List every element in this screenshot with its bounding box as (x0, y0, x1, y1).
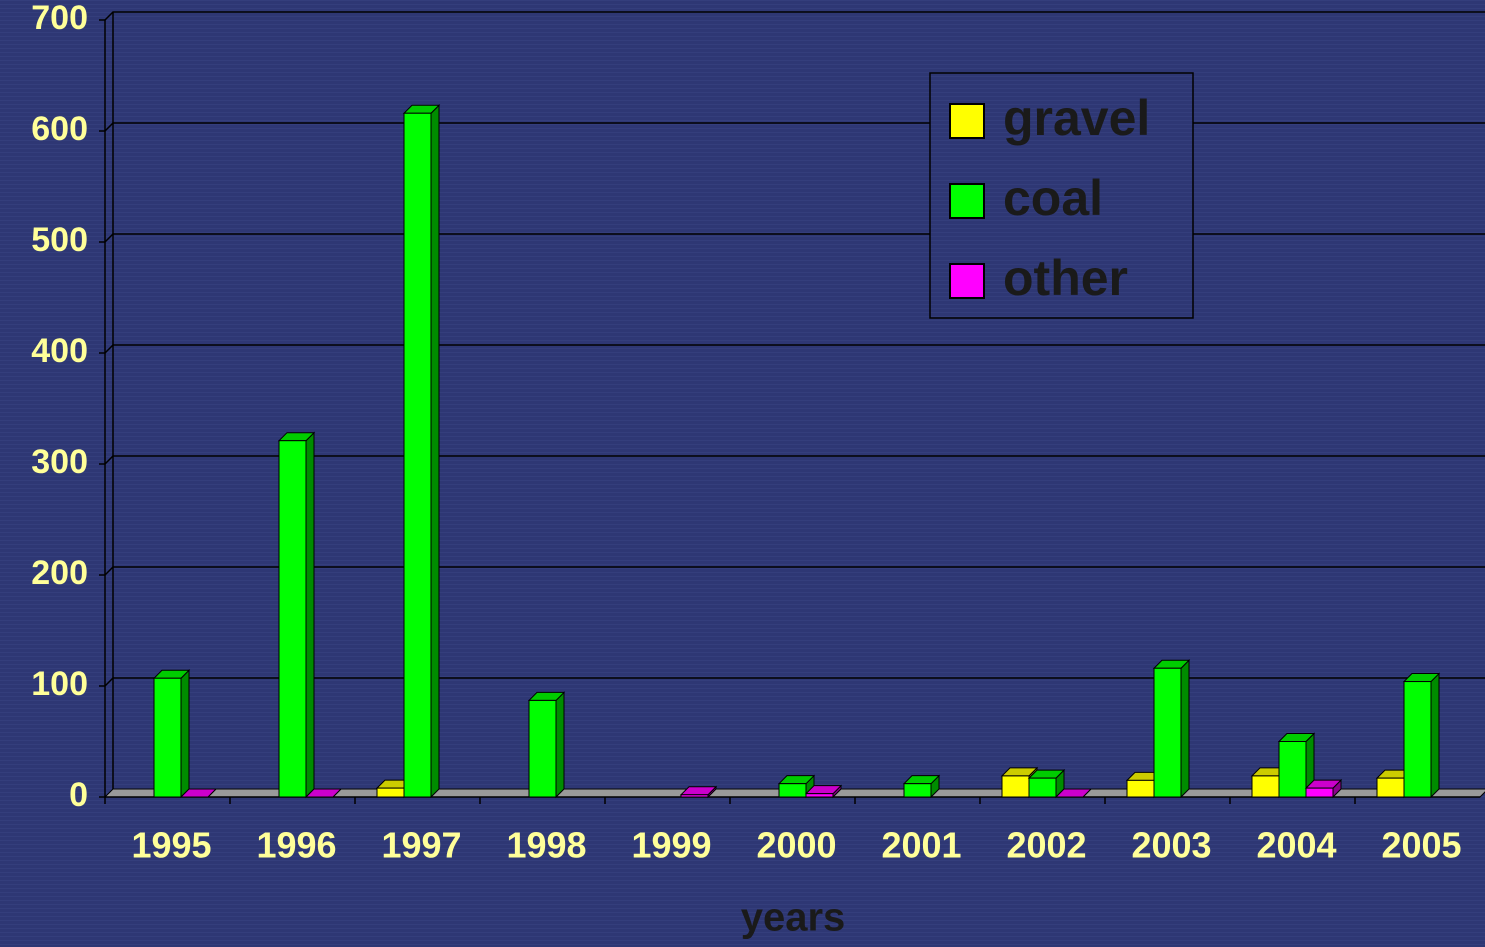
bar-front (279, 441, 306, 797)
bar (154, 670, 189, 797)
y-tick-label: 600 (31, 110, 88, 148)
legend-swatch (950, 104, 984, 138)
y-tick-label: 700 (31, 0, 88, 37)
bar-front (404, 113, 431, 797)
x-tick-label: 1999 (631, 825, 711, 866)
x-tick-label: 2004 (1256, 825, 1336, 866)
y-tick-label: 300 (31, 443, 88, 481)
x-tick-label: 1997 (381, 825, 461, 866)
bar-front (1002, 776, 1029, 797)
bar (1154, 660, 1189, 797)
y-tick-label: 100 (31, 665, 88, 703)
bar-front (779, 784, 806, 797)
bar (1404, 674, 1439, 797)
bar-front (1377, 778, 1404, 797)
x-tick-label: 1998 (506, 825, 586, 866)
legend-label: gravel (1003, 90, 1150, 146)
bar-front (1029, 778, 1056, 797)
x-axis-label: years (741, 896, 846, 940)
legend: gravel coal other (930, 73, 1193, 318)
bar (1306, 780, 1341, 797)
bar-side (1431, 674, 1439, 797)
y-tick-label: 200 (31, 554, 88, 592)
bar-front (529, 700, 556, 797)
background (0, 0, 1485, 947)
bar (904, 776, 939, 797)
x-tick-label: 1996 (256, 825, 336, 866)
bar-front (1127, 780, 1154, 797)
y-tick-label: 0 (69, 776, 88, 814)
bar-side (431, 105, 439, 797)
bar-front (681, 795, 708, 797)
bar-side (181, 670, 189, 797)
bar (279, 433, 314, 797)
legend-label: coal (1003, 170, 1103, 226)
bar-front (1252, 776, 1279, 797)
bar-side (556, 692, 564, 797)
bar-front (1404, 682, 1431, 797)
bar-front (806, 794, 833, 797)
x-tick-label: 2002 (1006, 825, 1086, 866)
bar-front (1154, 668, 1181, 797)
bar-front (904, 784, 931, 797)
legend-swatch (950, 264, 984, 298)
legend-label: other (1003, 250, 1128, 306)
x-tick-label: 1995 (131, 825, 211, 866)
bar-side (306, 433, 314, 797)
legend-swatch (950, 184, 984, 218)
y-tick-label: 400 (31, 332, 88, 370)
bar-front (1279, 742, 1306, 798)
bar (1029, 770, 1064, 797)
page: {"chart_data": {"type": "bar", "x_label"… (0, 0, 1485, 947)
bar-side (1181, 660, 1189, 797)
x-tick-label: 2000 (756, 825, 836, 866)
bar-front (377, 788, 404, 797)
bar-front (1306, 788, 1333, 797)
bar (404, 105, 439, 797)
x-tick-label: 2005 (1381, 825, 1461, 866)
x-tick-label: 2001 (881, 825, 961, 866)
x-tick-label: 2003 (1131, 825, 1211, 866)
y-tick-label: 500 (31, 221, 88, 259)
bar-front (154, 678, 181, 797)
chart: 0 100 200 300 400 500 600 700 1995 1996 1997 1998 19… (0, 0, 1485, 947)
bar (529, 692, 564, 797)
